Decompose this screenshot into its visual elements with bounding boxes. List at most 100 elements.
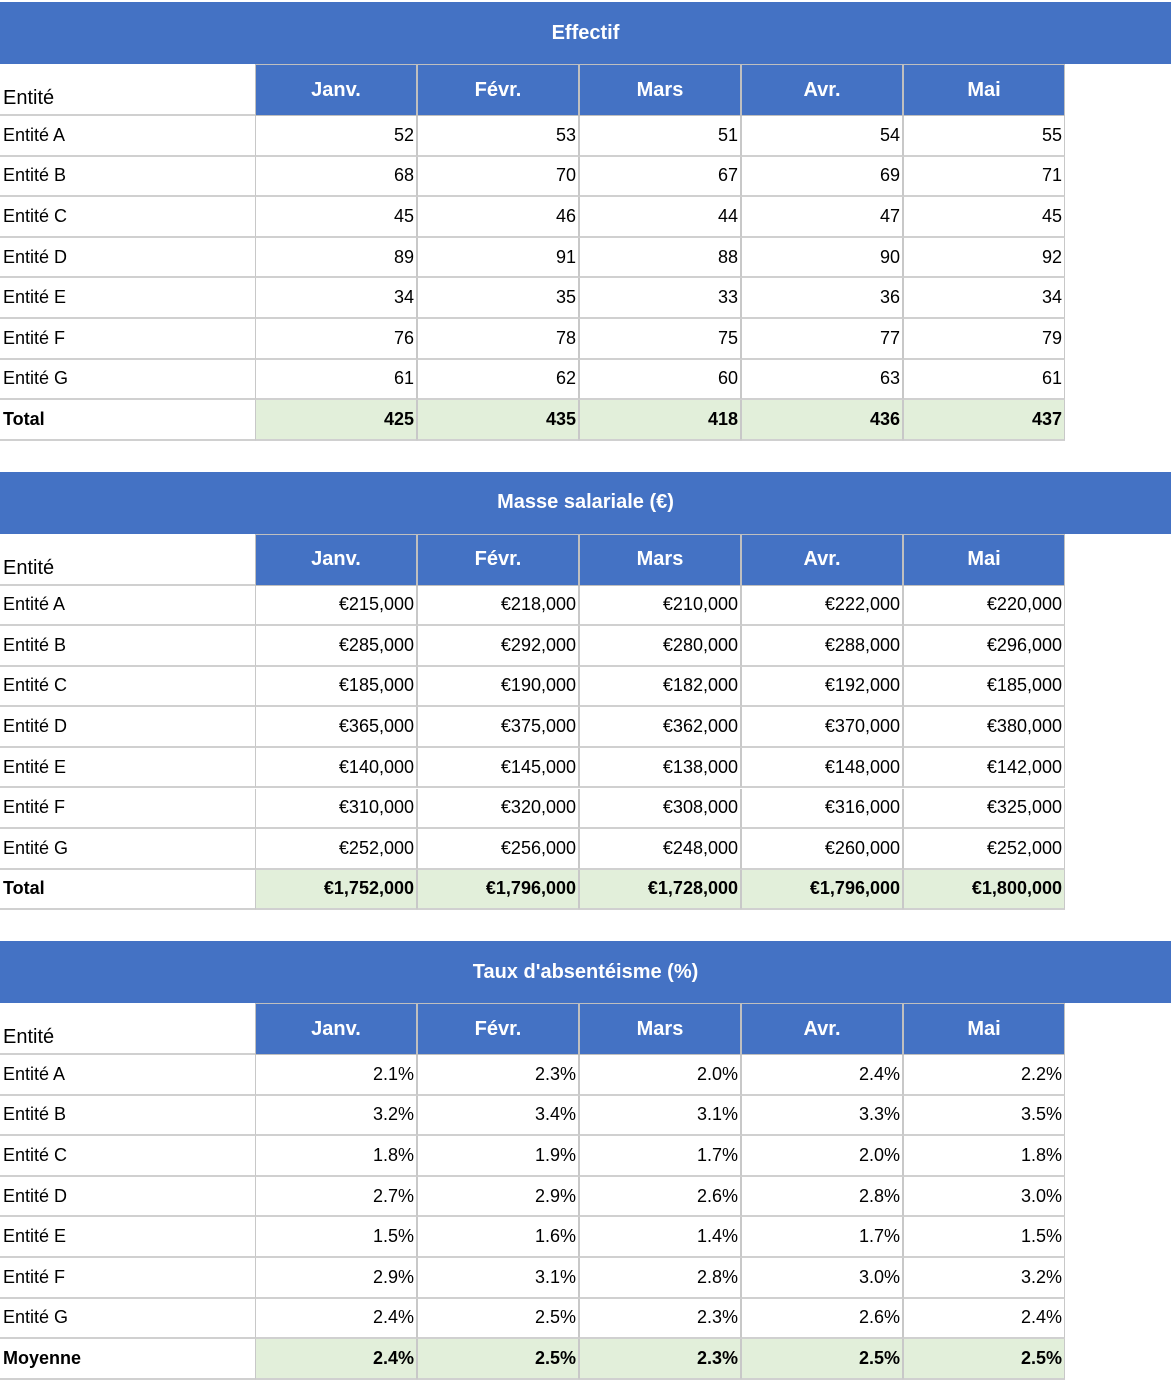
data-cell: 61 (903, 359, 1065, 401)
data-cell: €252,000 (903, 829, 1065, 870)
corner-header: Entité (0, 534, 255, 586)
total-cell: €1,752,000 (255, 869, 417, 911)
row-label: Entité D (0, 238, 255, 279)
month-header: Mai (903, 1003, 1065, 1055)
data-cell: €362,000 (579, 707, 741, 748)
data-cell: 2.1% (255, 1055, 417, 1096)
data-cell: €222,000 (741, 585, 903, 627)
total-cell: 2.5% (417, 1339, 579, 1380)
data-cell: €288,000 (741, 626, 903, 667)
data-cell: €248,000 (579, 829, 741, 870)
data-cell: €260,000 (741, 829, 903, 870)
data-cell: 3.3% (741, 1095, 903, 1137)
data-cell: €218,000 (417, 585, 579, 627)
data-cell: 46 (417, 197, 579, 238)
row-label: Entité B (0, 157, 255, 198)
row-label: Entité C (0, 1136, 255, 1177)
data-cell: €308,000 (579, 788, 741, 830)
data-cell: 91 (417, 237, 579, 279)
data-cell: €292,000 (417, 626, 579, 667)
data-cell: €142,000 (903, 747, 1065, 789)
total-cell: 2.3% (579, 1339, 741, 1380)
data-cell: 70 (417, 156, 579, 198)
data-cell: 3.4% (417, 1095, 579, 1137)
data-cell: 2.0% (579, 1055, 741, 1096)
month-header: Janv. (255, 64, 417, 116)
data-cell: €145,000 (417, 747, 579, 789)
data-cell: 2.0% (741, 1136, 903, 1177)
data-cell: 79 (903, 319, 1065, 360)
data-cell: 35 (417, 278, 579, 319)
row-label: Entité B (0, 626, 255, 667)
data-cell: 92 (903, 237, 1065, 279)
data-cell: €140,000 (255, 747, 417, 789)
data-cell: 63 (741, 359, 903, 401)
data-cell: 2.4% (903, 1298, 1065, 1340)
data-cell: 2.8% (741, 1176, 903, 1218)
data-cell: 1.7% (579, 1136, 741, 1177)
data-cell: 78 (417, 319, 579, 360)
total-cell: 418 (579, 400, 741, 441)
total-cell: 425 (255, 400, 417, 441)
data-cell: 2.6% (741, 1298, 903, 1340)
data-cell: 2.2% (903, 1055, 1065, 1096)
data-cell: €380,000 (903, 707, 1065, 748)
data-cell: €375,000 (417, 707, 579, 748)
data-cell: €370,000 (741, 707, 903, 748)
total-cell: 2.4% (255, 1339, 417, 1380)
row-label: Entité G (0, 360, 255, 401)
data-cell: €285,000 (255, 626, 417, 667)
row-label: Entité E (0, 278, 255, 319)
data-cell: €256,000 (417, 829, 579, 870)
data-cell: 68 (255, 156, 417, 198)
data-cell: 71 (903, 156, 1065, 198)
corner-header: Entité (0, 1003, 255, 1055)
data-cell: 1.5% (903, 1217, 1065, 1258)
data-cell: 44 (579, 197, 741, 238)
data-cell: €192,000 (741, 666, 903, 708)
table-title: Masse salariale (€) (0, 471, 1171, 534)
row-label: Entité G (0, 829, 255, 870)
data-cell: 51 (579, 116, 741, 157)
data-cell: 1.7% (741, 1217, 903, 1258)
data-cell: €252,000 (255, 829, 417, 870)
data-cell: 33 (579, 278, 741, 319)
data-cell: 1.9% (417, 1136, 579, 1177)
row-label: Entité G (0, 1299, 255, 1340)
data-cell: 45 (903, 197, 1065, 238)
row-label: Entité D (0, 1177, 255, 1218)
month-header: Avr. (741, 533, 903, 586)
data-cell: 47 (741, 197, 903, 238)
data-cell: 77 (741, 319, 903, 360)
data-cell: 2.9% (255, 1258, 417, 1299)
data-cell: 3.1% (417, 1258, 579, 1299)
total-label: Total (0, 400, 255, 441)
data-cell: €325,000 (903, 788, 1065, 830)
total-cell: €1,800,000 (903, 869, 1065, 911)
data-cell: 1.4% (579, 1217, 741, 1258)
total-label: Total (0, 870, 255, 911)
data-cell: €320,000 (417, 788, 579, 830)
data-cell: 2.9% (417, 1176, 579, 1218)
data-cell: €138,000 (579, 747, 741, 789)
total-cell: €1,796,000 (417, 869, 579, 911)
month-header: Mars (579, 1003, 741, 1055)
data-cell: 34 (903, 278, 1065, 319)
total-cell: 437 (903, 400, 1065, 441)
data-cell: 36 (741, 278, 903, 319)
total-cell: 2.5% (903, 1339, 1065, 1380)
data-cell: 1.8% (255, 1136, 417, 1177)
total-cell: €1,728,000 (579, 869, 741, 911)
data-cell: 2.6% (579, 1176, 741, 1218)
data-cell: 75 (579, 319, 741, 360)
row-label: Entité C (0, 667, 255, 708)
total-cell: 435 (417, 400, 579, 441)
row-label: Entité E (0, 748, 255, 789)
data-cell: 53 (417, 116, 579, 157)
data-cell: 89 (255, 237, 417, 279)
month-header: Avr. (741, 64, 903, 116)
month-header: Janv. (255, 1003, 417, 1055)
data-cell: 1.6% (417, 1217, 579, 1258)
data-cell: €365,000 (255, 707, 417, 748)
data-cell: 55 (903, 116, 1065, 157)
